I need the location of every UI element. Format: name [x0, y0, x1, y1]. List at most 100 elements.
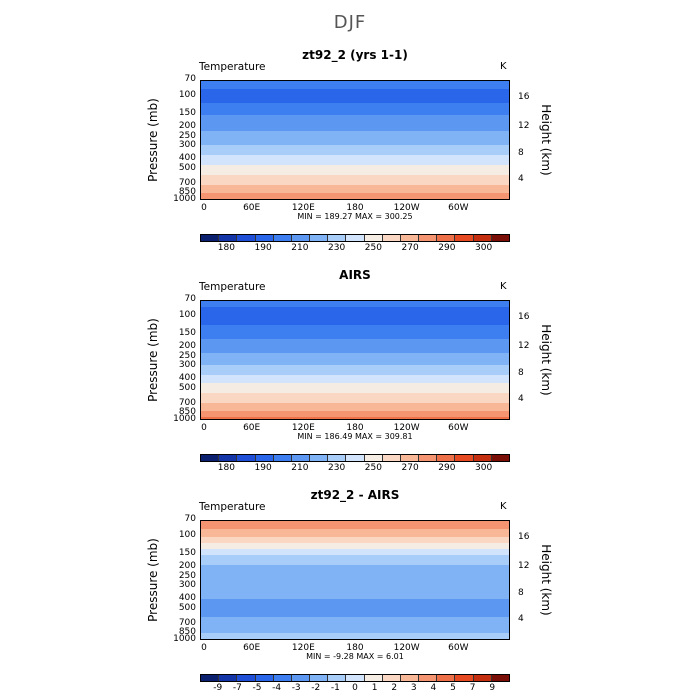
contour-band [201, 619, 509, 622]
pressure-tick-label: 700 [178, 397, 196, 408]
contour-band [201, 593, 509, 596]
contour-band [201, 625, 509, 628]
contour-band [201, 185, 509, 188]
contour-band [201, 395, 509, 398]
contour-band [201, 611, 509, 614]
contour-band [201, 537, 509, 540]
longitude-tick-label: 120W [393, 423, 420, 433]
pressure-tick-label: 150 [178, 108, 196, 119]
contour-band [201, 167, 509, 170]
colorbar-swatch [273, 455, 292, 461]
colorbar-swatch [473, 675, 492, 681]
contour-band [201, 315, 509, 318]
contour-band [201, 105, 509, 108]
colorbar-label: 5 [450, 683, 456, 693]
panel-title: zt92_2 (yrs 1-1) [302, 48, 408, 62]
contour-band [201, 523, 509, 526]
colorbar-swatch [219, 675, 238, 681]
contour-band [201, 603, 509, 606]
pressure-tick-label: 500 [178, 602, 196, 613]
pressure-tick-label: 70 [184, 294, 196, 304]
longitude-tick-label: 60W [448, 203, 469, 213]
contour-band [201, 409, 509, 412]
longitude-tick-label: 60E [243, 423, 261, 433]
pressure-tick-label: 700 [178, 177, 196, 188]
contour-band [201, 633, 509, 636]
contour-band [201, 165, 509, 168]
contour-band [201, 337, 509, 340]
colorbar-label: 9 [489, 683, 496, 693]
colorbar-swatch [255, 235, 274, 241]
contour-band [201, 303, 509, 306]
contour-band [201, 599, 509, 602]
y-axis-label-left: Pressure (mb) [146, 538, 160, 622]
contour-band [201, 163, 509, 166]
colorbar-swatch [201, 675, 220, 681]
contour-band [201, 545, 509, 548]
contour-band [201, 607, 509, 610]
contour-band [201, 601, 509, 604]
contour-band [201, 629, 509, 632]
contour-band [201, 143, 509, 146]
contour-band [201, 199, 510, 200]
variable-label: Temperature [199, 61, 266, 73]
colorbar-swatch [219, 235, 238, 241]
contour-band [201, 527, 509, 530]
contour-band [201, 591, 509, 594]
contour-band [201, 353, 509, 356]
contour-band [201, 159, 509, 162]
contour-band [201, 543, 509, 546]
contour-band [201, 141, 509, 144]
longitude-tick-label: 120E [291, 423, 315, 433]
min-max-stats: MIN = -9.28 MAX = 6.01 [306, 652, 404, 661]
contour-band [201, 145, 509, 148]
pressure-tick-label: 250 [178, 131, 196, 142]
contour-band [201, 131, 509, 134]
contour-band [201, 391, 509, 394]
contour-band [201, 323, 509, 326]
height-tick-label: 16 [518, 92, 530, 102]
contour-band [201, 101, 509, 104]
colorbar-label: -5 [252, 683, 262, 693]
colorbar-swatch [400, 235, 420, 241]
variable-label: Temperature [199, 501, 266, 513]
pressure-tick-label: 200 [178, 341, 196, 352]
contour-band [201, 129, 509, 132]
contour-band [201, 325, 509, 328]
colorbar-swatch [291, 675, 311, 681]
contour-band [201, 401, 509, 404]
pressure-tick-label: 500 [178, 382, 196, 393]
contour-band [201, 541, 509, 544]
contour-band [201, 631, 509, 634]
contour-band [201, 583, 509, 586]
contour-band [201, 595, 509, 598]
contour-band [201, 319, 509, 322]
longitude-tick-label: 60E [243, 203, 261, 213]
height-tick-label: 8 [518, 588, 524, 599]
height-tick-label: 4 [518, 393, 524, 404]
contour-band [201, 587, 509, 590]
contour-band [201, 363, 509, 366]
contour-band [201, 149, 509, 152]
contour-band [201, 125, 509, 128]
colorbar-swatch [400, 455, 420, 461]
y-axis-label-right: Height (km) [539, 544, 553, 616]
colorbar-label: 270 [401, 463, 419, 473]
pressure-tick-label: 200 [178, 561, 196, 572]
colorbar-swatch [201, 455, 220, 461]
contour-band [201, 539, 509, 542]
colorbar-label: 190 [254, 463, 272, 473]
longitude-tick-label: 180 [346, 423, 364, 433]
contour-svg [201, 81, 510, 200]
contour-band [201, 555, 509, 558]
contour-band [201, 367, 509, 370]
longitude-tick-label: 60W [448, 423, 469, 433]
contour-band [201, 525, 509, 528]
contour-svg [201, 301, 509, 419]
contour-band [201, 559, 509, 562]
contour-band [201, 111, 509, 114]
colorbar-swatch [255, 455, 274, 461]
colorbar-swatch [328, 235, 347, 241]
colorbar-label: 0 [352, 683, 358, 693]
colorbar-label: 250 [364, 243, 382, 253]
